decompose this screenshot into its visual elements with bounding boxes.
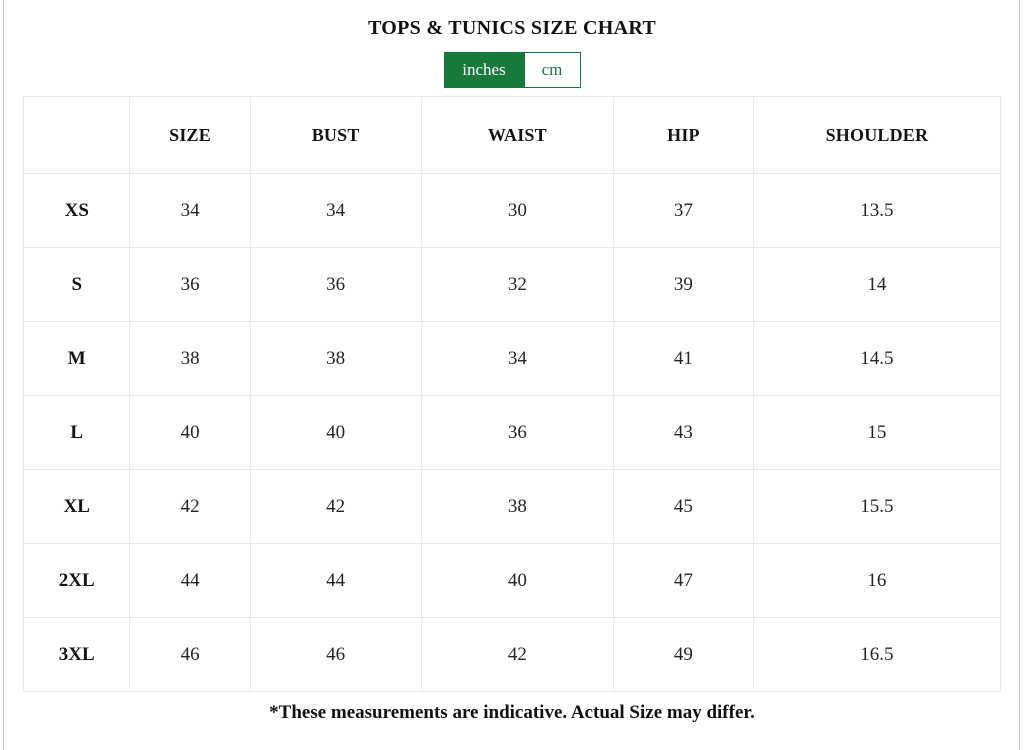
table-cell: 38 [249, 321, 422, 396]
table-cell: 46 [129, 617, 251, 692]
row-label: XL [22, 469, 131, 544]
column-header-bust: BUST [249, 96, 422, 174]
table-row: 3XL 46 46 42 49 16.5 [22, 617, 1002, 692]
table-row: M 38 38 34 41 14.5 [22, 321, 1002, 396]
table-cell: 49 [613, 617, 754, 692]
table-cell: 37 [613, 173, 754, 248]
table-cell: 34 [420, 321, 615, 396]
table-cell: 36 [420, 395, 615, 470]
table-cell: 46 [249, 617, 422, 692]
table-cell: 39 [613, 247, 754, 322]
column-header-waist: WAIST [420, 96, 615, 174]
row-label: 2XL [22, 543, 131, 618]
table-cell: 43 [613, 395, 754, 470]
table-cell: 13.5 [752, 173, 1002, 248]
table-row: XS 34 34 30 37 13.5 [22, 173, 1002, 248]
column-header-size: SIZE [129, 96, 251, 174]
table-cell: 42 [249, 469, 422, 544]
unit-cm-button[interactable]: cm [523, 53, 580, 87]
table-row: XL 42 42 38 45 15.5 [22, 469, 1002, 544]
table-cell: 30 [420, 173, 615, 248]
table-cell: 40 [420, 543, 615, 618]
table-cell: 44 [129, 543, 251, 618]
table-cell: 45 [613, 469, 754, 544]
table-cell: 38 [420, 469, 615, 544]
table-cell: 44 [249, 543, 422, 618]
table-cell: 36 [129, 247, 251, 322]
table-cell: 16.5 [752, 617, 1002, 692]
unit-inches-button[interactable]: inches [444, 53, 524, 87]
unit-toggle-wrap: inches cm [0, 52, 1024, 88]
size-chart-page: TOPS & TUNICS SIZE CHART inches cm SIZE B… [0, 17, 1024, 723]
table-cell: 42 [420, 617, 615, 692]
table-cell: 40 [129, 395, 251, 470]
table-cell: 15.5 [752, 469, 1002, 544]
size-chart-table: SIZE BUST WAIST HIP SHOULDER XS 34 34 30 37 13.5 S… [22, 96, 1002, 692]
row-label: 3XL [22, 617, 131, 692]
header-row: SIZE BUST WAIST HIP SHOULDER [22, 96, 1002, 174]
table-cell: 14 [752, 247, 1002, 322]
table-cell: 14.5 [752, 321, 1002, 396]
table-header: SIZE BUST WAIST HIP SHOULDER [22, 96, 1002, 174]
footnote: *These measurements are indicative. Actu… [269, 702, 755, 723]
table-cell: 47 [613, 543, 754, 618]
row-label: S [22, 247, 131, 322]
table-cell: 15 [752, 395, 1002, 470]
table-cell: 32 [420, 247, 615, 322]
table-cell: 34 [129, 173, 251, 248]
table-row: S 36 36 32 39 14 [22, 247, 1002, 322]
unit-toggle: inches cm [443, 52, 581, 88]
row-label: L [22, 395, 131, 470]
table-cell: 42 [129, 469, 251, 544]
table-row: L 40 40 36 43 15 [22, 395, 1002, 470]
table-cell: 40 [249, 395, 422, 470]
row-label: XS [22, 173, 131, 248]
page-left-border [3, 0, 4, 750]
column-header-shoulder: SHOULDER [752, 96, 1002, 174]
table-cell: 16 [752, 543, 1002, 618]
page-right-border [1019, 0, 1020, 750]
table-cell: 41 [613, 321, 754, 396]
table-cell: 38 [129, 321, 251, 396]
table-cell: 34 [249, 173, 422, 248]
table-cell: 36 [249, 247, 422, 322]
table-body: XS 34 34 30 37 13.5 S 36 36 32 39 14 M 38 38 34 41 14.5 L 4… [22, 173, 1002, 692]
column-header-blank [22, 96, 131, 174]
table-row: 2XL 44 44 40 47 16 [22, 543, 1002, 618]
row-label: M [22, 321, 131, 396]
page-title: TOPS & TUNICS SIZE CHART [367, 17, 657, 39]
column-header-hip: HIP [613, 96, 754, 174]
